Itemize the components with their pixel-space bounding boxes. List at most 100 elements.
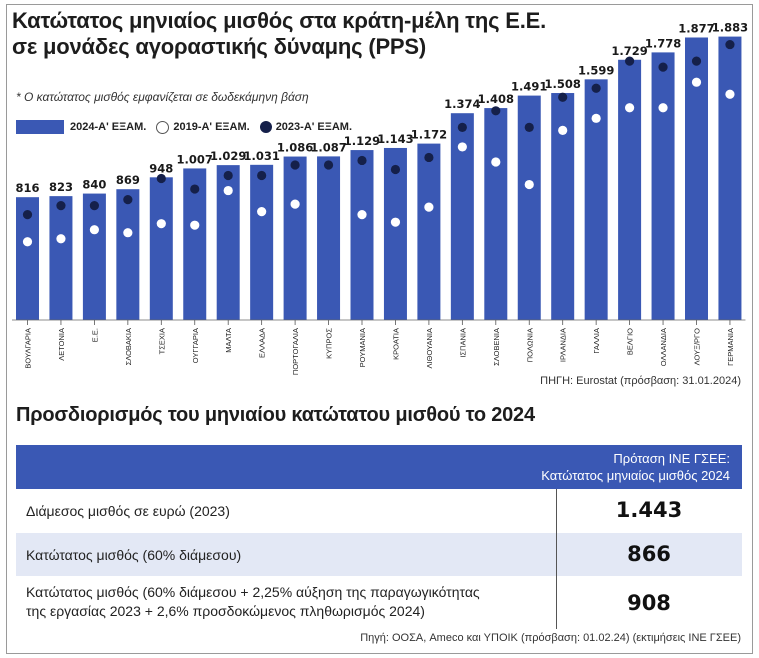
dot-2023 (591, 83, 601, 93)
bar-value-label: 1.408 (478, 92, 514, 106)
legend-white-dot-label: 2019-Α' ΕΞΑΜ. (173, 121, 250, 133)
chart-legend: 2024-Α' ΕΞΑΜ. 2019-Α' ΕΞΑΜ. 2023-Α' ΕΞΑΜ… (16, 119, 352, 135)
table-title: Προσδιορισμός του μηνιαίου κατώτατου μισ… (16, 404, 535, 426)
bar-11 (383, 147, 407, 320)
bar-18 (618, 59, 642, 321)
bar-14 (484, 108, 508, 320)
dot-2023 (691, 56, 702, 66)
category-label: ΣΛΟΒΕΝΙΑ (492, 328, 501, 366)
row-label-line1: Κατώτατος μισθός (60% διάμεσου + 2,25% α… (26, 584, 480, 600)
dot-2019 (89, 225, 99, 235)
legend-white-dot-swatch (156, 120, 170, 134)
dot-2019 (524, 179, 534, 190)
row-value: 1.443 (615, 498, 683, 522)
bar-value-label: 840 (82, 178, 106, 192)
dot-2019 (22, 237, 33, 247)
bar-value-label: 823 (49, 180, 73, 194)
row-value: 866 (627, 542, 671, 566)
dot-2023 (22, 210, 33, 220)
bar-3 (116, 189, 140, 320)
bar-value-label: 1.029 (210, 149, 246, 163)
dot-2023 (56, 201, 66, 211)
bar-value-label: 1.778 (645, 36, 681, 50)
table-row: Κατώτατος μισθός (60% διάμεσου + 2,25% α… (16, 577, 742, 629)
chart-title-line1: Κατώτατος μηνιαίος μισθός στα κράτη-μέλη… (12, 8, 547, 33)
bar-value-label: 1.007 (177, 152, 213, 166)
category-label: ΙΣΠΑΝΙΑ (458, 328, 467, 358)
table-header-line1: Πρόταση ΙΝΕ ΓΣΕΕ: (613, 451, 730, 466)
dot-2019 (691, 77, 702, 87)
bar-value-label: 1.729 (611, 44, 647, 58)
dot-2019 (457, 142, 467, 152)
bar-13 (450, 113, 474, 321)
category-label: ΕΛΛΑΔΑ (258, 328, 267, 358)
bar-12 (417, 143, 441, 320)
dot-2019 (591, 113, 601, 123)
dot-2023 (223, 170, 233, 181)
bar-value-label: 816 (15, 181, 39, 195)
chart-title: Κατώτατος μηνιαίος μισθός στα κράτη-μέλη… (12, 8, 546, 60)
dot-2023 (123, 194, 133, 205)
dot-2019 (725, 89, 735, 99)
row-label: Διάμεσος μισθός σε ευρώ (2023) (26, 503, 230, 519)
table-header: Πρόταση ΙΝΕ ΓΣΕΕ: Κατώτατος μηνιαίος μισ… (16, 445, 742, 489)
bar-value-label: 948 (149, 161, 173, 175)
bar-value-label: 869 (116, 173, 140, 187)
dot-2019 (390, 217, 401, 227)
row-label-line2: της εργασίας 2023 + 2,6% προσδοκώμενος π… (26, 603, 425, 619)
bar-20 (685, 37, 708, 321)
bar-6 (216, 165, 240, 320)
bar-value-label: 1.599 (578, 63, 614, 77)
dot-2023 (190, 184, 200, 194)
bar-4 (149, 177, 173, 320)
dot-2023 (257, 170, 267, 181)
bar-value-label: 1.172 (411, 128, 447, 142)
bar-value-label: 1.031 (243, 149, 279, 163)
bar-5 (183, 168, 207, 320)
dot-2019 (223, 185, 233, 196)
table-row: Κατώτατος μισθός (60% διάμεσου) 866 (16, 533, 742, 577)
dot-2019 (625, 103, 635, 113)
dot-2023 (658, 62, 668, 72)
chart-note: * Ο κατώτατος μισθός εμφανίζεται σε δωδε… (16, 90, 309, 104)
bar-15 (517, 95, 541, 320)
table-header-line2: Κατώτατος μηνιαίος μισθός 2024 (541, 468, 730, 483)
category-label: ΟΛΛΑΝΔΙΑ (659, 328, 668, 366)
category-label: ΠΟΡΤΟΓΑΛΙΑ (291, 328, 300, 375)
category-label: ΚΥΠΡΟΣ (325, 328, 334, 359)
dot-2019 (491, 157, 501, 167)
category-label: ΟΥΓΓΑΡΙΑ (191, 328, 200, 363)
dot-2023 (357, 155, 367, 166)
bar-19 (651, 52, 675, 321)
dot-2023 (491, 106, 501, 116)
dot-2019 (56, 234, 66, 244)
dot-2019 (424, 202, 434, 212)
bar-value-label: 1.491 (511, 80, 547, 94)
category-label: ΓΕΡΜΑΝΙΑ (726, 328, 735, 366)
dot-2023 (558, 92, 568, 102)
chart-source: ΠΗΓΗ: Eurostat (πρόσβαση: 31.01.2024) (540, 375, 741, 387)
table-divider (556, 489, 557, 629)
category-label: ΚΡΟΑΤΙΑ (391, 328, 400, 360)
bar-value-label: 1.508 (545, 77, 581, 91)
category-label: ΠΟΛΩΝΙΑ (525, 328, 534, 362)
category-label: ΤΣΕΧΙΑ (157, 328, 166, 354)
bar-1 (49, 196, 73, 320)
row-value: 908 (627, 591, 671, 615)
dot-2023 (725, 39, 735, 50)
dot-2019 (257, 207, 267, 217)
dot-2019 (558, 125, 568, 135)
dot-2023 (524, 122, 534, 132)
dot-2023 (424, 152, 434, 163)
bar-9 (317, 156, 341, 320)
category-label: ΜΑΛΤΑ (224, 328, 233, 353)
dot-2019 (190, 220, 200, 230)
bar-chart: 816 ΒΟΥΛΓΑΡΙΑ 823 ΛΕΤΟΝΙΑ 840 Ε.Ε. 869 ΣΛΟΒΑΚΙΑ… (12, 21, 748, 375)
dot-2023 (290, 160, 300, 170)
legend-bar-label: 2024-Α' ΕΞΑΜ. (70, 121, 147, 133)
dot-2023 (457, 122, 467, 132)
legend-dark-dot-label: 2023-Α' ΕΞΑΜ. (275, 121, 353, 133)
dot-2019 (123, 228, 133, 238)
category-label: ΛΟΥΞ/ΡΓΟ (693, 328, 702, 366)
bar-value-label: 1.374 (444, 97, 480, 111)
